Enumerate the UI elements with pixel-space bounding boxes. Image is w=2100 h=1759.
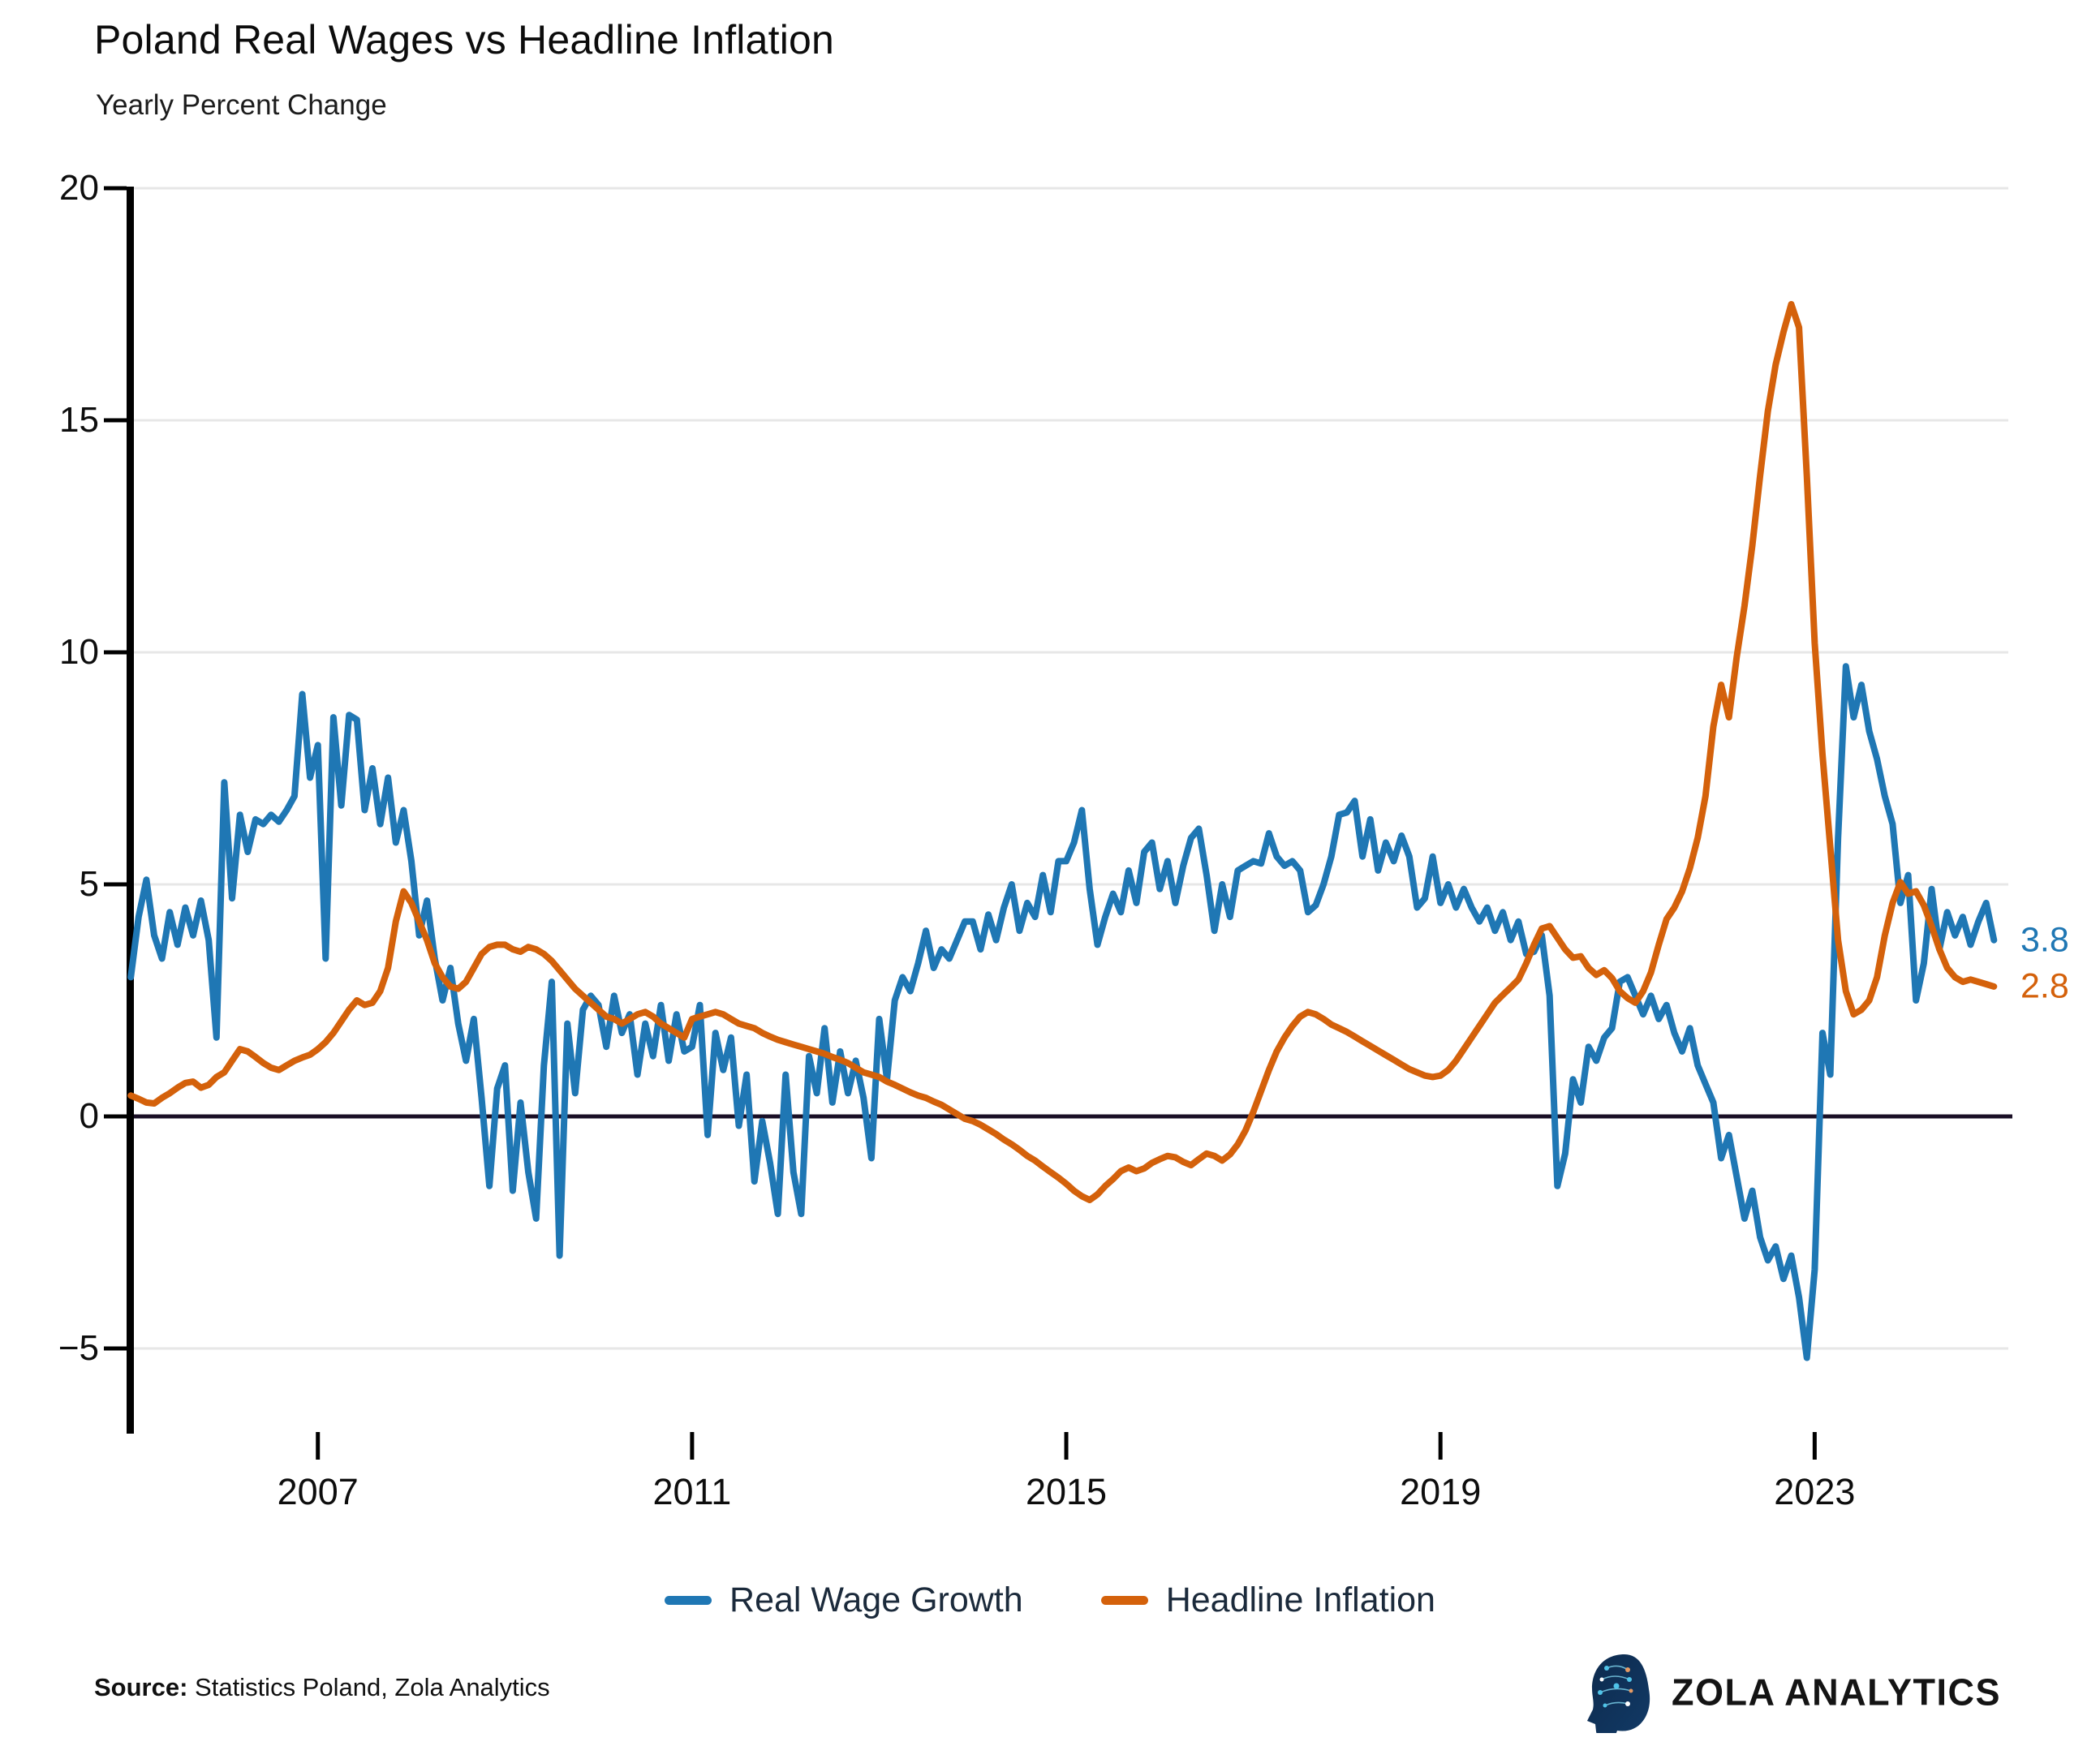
y-axis-spine <box>127 187 134 1434</box>
page-title: Poland Real Wages vs Headline Inflation <box>94 17 835 62</box>
legend: Real Wage Growth Headline Inflation <box>665 1581 1435 1620</box>
source-text: Statistics Poland, Zola Analytics <box>187 1673 550 1701</box>
legend-swatch <box>1100 1596 1148 1605</box>
zola-logo: ZOLA ANALYTICS <box>1582 1652 2001 1739</box>
legend-label: Headline Inflation <box>1165 1581 1435 1619</box>
source-prefix: Source: <box>94 1673 188 1701</box>
series-real-wage-line <box>127 663 1998 1361</box>
chart-subtitle: Yearly Percent Change <box>96 89 387 121</box>
legend-label: Real Wage Growth <box>729 1581 1023 1619</box>
series-lines <box>127 301 1998 1361</box>
end-label-real-wage: 3.8 <box>2020 920 2069 960</box>
axes <box>104 186 1817 1460</box>
circuit-head-icon <box>1582 1652 1654 1739</box>
legend-item-headline_inflation: Headline Inflation <box>1100 1581 1435 1620</box>
legend-item-real_wage_growth: Real Wage Growth <box>665 1581 1023 1620</box>
legend-swatch <box>665 1596 712 1605</box>
zola-logo-text: ZOLA ANALYTICS <box>1671 1670 2001 1714</box>
series-headline-inflation-line <box>127 301 1998 1203</box>
end-label-inflation: 2.8 <box>2020 966 2069 1006</box>
source-note: Source: Statistics Poland, Zola Analytic… <box>94 1673 550 1702</box>
gridlines <box>130 187 2012 1350</box>
